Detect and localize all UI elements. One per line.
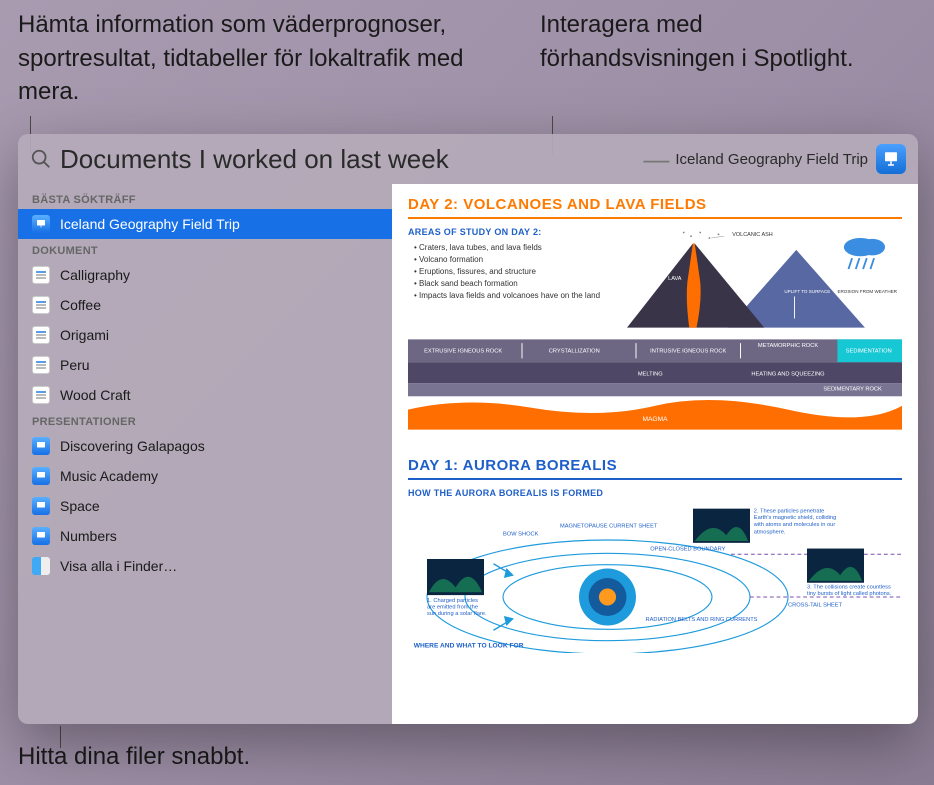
search-query: Documents I worked on last week (60, 144, 643, 175)
keynote-file-icon (32, 467, 50, 485)
result-document[interactable]: Calligraphy (18, 260, 392, 290)
result-label: Origami (60, 327, 109, 343)
result-document[interactable]: Origami (18, 320, 392, 350)
section-documents: DOKUMENT (18, 239, 392, 260)
document-file-icon (32, 326, 50, 344)
preview-pane[interactable]: DAY 2: VOLCANOES AND LAVA FIELDS AREAS O… (392, 184, 918, 724)
svg-text:HEATING AND SQUEEZING: HEATING AND SQUEEZING (751, 371, 824, 377)
result-presentation[interactable]: Discovering Galapagos (18, 431, 392, 461)
svg-text:MAGNETOPAUSE CURRENT SHEET: MAGNETOPAUSE CURRENT SHEET (560, 523, 658, 529)
callout-top-right: Interagera med förhandsvisningen i Spotl… (540, 8, 900, 75)
keynote-app-icon (876, 144, 906, 174)
result-label: Iceland Geography Field Trip (60, 216, 240, 232)
svg-text:RADIATION BELTS AND RING CURRE: RADIATION BELTS AND RING CURRENTS (646, 617, 758, 623)
result-presentation[interactable]: Numbers (18, 521, 392, 551)
svg-text:EXTRUSIVE IGNEOUS ROCK: EXTRUSIVE IGNEOUS ROCK (424, 348, 502, 354)
result-document[interactable]: Wood Craft (18, 380, 392, 410)
slide-title: DAY 1: AURORA BOREALIS (408, 457, 902, 480)
result-presentation[interactable]: Space (18, 491, 392, 521)
document-file-icon (32, 266, 50, 284)
slide-title: DAY 2: VOLCANOES AND LAVA FIELDS (408, 196, 902, 219)
svg-text:OPEN-CLOSED BOUNDARY: OPEN-CLOSED BOUNDARY (650, 546, 725, 552)
keynote-file-icon (32, 497, 50, 515)
keynote-file-icon (32, 527, 50, 545)
volcano-strata-diagram: EXTRUSIVE IGNEOUS ROCK CRYSTALLIZATION I… (408, 337, 902, 432)
result-presentation[interactable]: Music Academy (18, 461, 392, 491)
result-label: Peru (60, 357, 90, 373)
search-bar[interactable]: Documents I worked on last week — Icelan… (18, 134, 918, 184)
document-file-icon (32, 356, 50, 374)
document-file-icon (32, 296, 50, 314)
show-all-finder[interactable]: Visa alla i Finder… (18, 551, 392, 581)
svg-text:EROSION FROM WEATHER: EROSION FROM WEATHER (838, 289, 898, 294)
preview-slide-day1: DAY 1: AURORA BOREALIS HOW THE AURORA BO… (392, 445, 918, 666)
finder-icon (32, 557, 50, 575)
svg-text:BOW SHOCK: BOW SHOCK (503, 531, 539, 537)
callout-bottom: Hitta dina filer snabbt. (18, 743, 250, 771)
slide-bullets: Craters, lava tubes, and lava fields Vol… (408, 242, 615, 302)
section-presentations: PRESENTATIONER (18, 410, 392, 431)
volcano-top-diagram: VOLCANIC ASH LAVA UPLIFT TO SURFACE EROS… (627, 227, 902, 337)
aurora-diagram: BOW SHOCK MAGNETOPAUSE CURRENT SHEET OPE… (408, 503, 902, 653)
result-document[interactable]: Coffee (18, 290, 392, 320)
results-sidebar: BÄSTA SÖKTRÄFF Iceland Geography Field T… (18, 184, 392, 724)
result-document[interactable]: Peru (18, 350, 392, 380)
result-label: Music Academy (60, 468, 158, 484)
result-label: Numbers (60, 528, 117, 544)
svg-text:VOLCANIC ASH: VOLCANIC ASH (733, 232, 774, 238)
document-file-icon (32, 386, 50, 404)
result-label: Calligraphy (60, 267, 130, 283)
svg-text:METAMORPHIC ROCK: METAMORPHIC ROCK (758, 343, 818, 349)
result-best-hit[interactable]: Iceland Geography Field Trip (18, 209, 392, 239)
svg-text:LAVA: LAVA (669, 276, 683, 282)
result-label: Discovering Galapagos (60, 438, 205, 454)
preview-slide-day2: DAY 2: VOLCANOES AND LAVA FIELDS AREAS O… (392, 184, 918, 445)
spotlight-window: Documents I worked on last week — Icelan… (18, 134, 918, 724)
svg-text:INTRUSIVE IGNEOUS ROCK: INTRUSIVE IGNEOUS ROCK (650, 348, 726, 354)
result-label: Space (60, 498, 100, 514)
callout-top-left: Hämta information som väderprognoser, sp… (18, 8, 478, 109)
search-preview-title: Iceland Geography Field Trip (675, 151, 868, 168)
svg-text:SEDIMENTARY ROCK: SEDIMENTARY ROCK (823, 386, 882, 392)
result-label: Visa alla i Finder… (60, 558, 177, 574)
search-icon (30, 148, 52, 170)
svg-text:MELTING: MELTING (638, 371, 663, 377)
svg-text:UPLIFT TO SURFACE: UPLIFT TO SURFACE (785, 289, 831, 294)
result-label: Wood Craft (60, 387, 131, 403)
result-label: Coffee (60, 297, 101, 313)
slide-subheader: AREAS OF STUDY ON DAY 2: (408, 227, 615, 237)
slide-subheader: HOW THE AURORA BOREALIS IS FORMED (408, 488, 902, 498)
svg-text:WHERE AND WHAT TO LOOK FOR: WHERE AND WHAT TO LOOK FOR (414, 642, 524, 649)
keynote-file-icon (32, 437, 50, 455)
svg-text:SEDIMENTATION: SEDIMENTATION (846, 348, 892, 354)
svg-text:CRYSTALLIZATION: CRYSTALLIZATION (549, 348, 600, 354)
keynote-file-icon (32, 215, 50, 233)
svg-text:MAGMA: MAGMA (642, 416, 668, 423)
section-best-hit: BÄSTA SÖKTRÄFF (18, 188, 392, 209)
